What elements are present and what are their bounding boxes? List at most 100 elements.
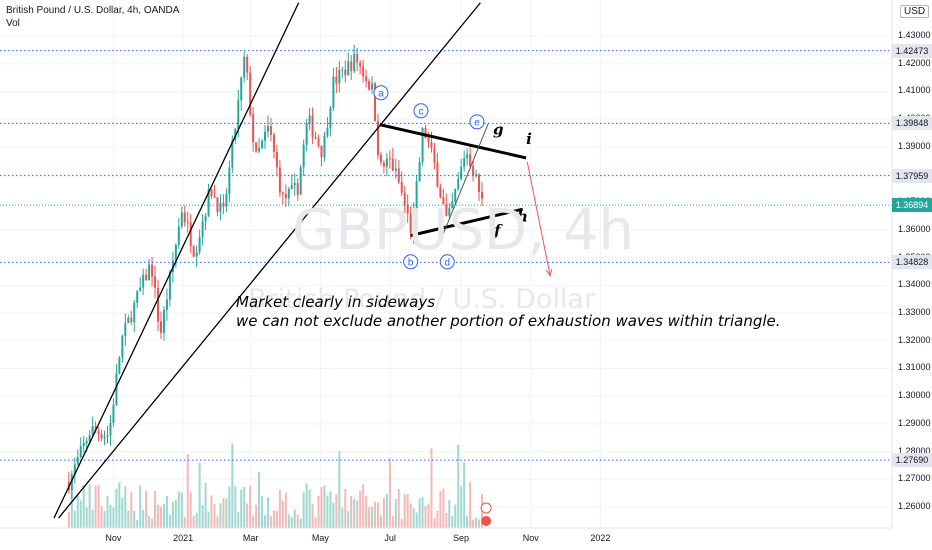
candle-body (454, 189, 457, 202)
flag-icon[interactable] (481, 516, 492, 526)
volume-bar (204, 482, 207, 528)
volume-indicator-label[interactable]: Vol (6, 18, 20, 29)
wave-label-circle[interactable] (439, 254, 455, 270)
volume-bar (415, 512, 418, 528)
time-tick-label: Sep (452, 533, 469, 543)
triangle-line[interactable] (379, 123, 527, 160)
candle-body (457, 178, 460, 190)
volume-bar (430, 448, 433, 528)
wave-label-text: b (408, 257, 414, 268)
wave-label-circle[interactable] (373, 85, 389, 101)
volume-bar (269, 516, 272, 528)
volume-bar (278, 489, 281, 528)
volume-bar (165, 495, 168, 528)
candle-body (427, 137, 430, 143)
candle-body (115, 373, 118, 405)
price-tick-label: 1.32000 (898, 334, 931, 345)
candle-body (374, 83, 377, 121)
projection-arrow-head (545, 268, 553, 277)
projection-arrow-line[interactable] (526, 161, 551, 276)
volume-bar (433, 517, 436, 528)
volume-bar (240, 489, 243, 528)
candle-body (388, 158, 391, 160)
candle-body (472, 165, 475, 176)
volume-bar (424, 505, 427, 528)
symbol-title[interactable]: British Pound / U.S. Dollar, 4h, OANDA (6, 5, 180, 16)
candle-body (299, 167, 302, 195)
candle-body (240, 77, 243, 101)
volume-bar (145, 490, 148, 528)
candle-body (350, 61, 353, 72)
candle-body (385, 158, 388, 167)
candle-body (130, 317, 133, 323)
wave-label-circle[interactable] (403, 254, 419, 270)
volume-bar (177, 491, 180, 528)
volume-bar (162, 503, 165, 528)
volume-bar (73, 510, 76, 528)
volume-bar (94, 485, 97, 528)
candle-body (284, 194, 287, 199)
annotation-line-2[interactable]: we can not exclude another portion of ex… (236, 312, 781, 330)
candle-body (371, 83, 374, 90)
volume-bar (255, 504, 258, 528)
event-icon[interactable] (480, 502, 492, 514)
candle-body (382, 162, 385, 167)
candle-body (154, 276, 157, 288)
candle-body (317, 138, 320, 146)
trend-line-g[interactable] (437, 123, 489, 247)
volume-bar (353, 498, 356, 528)
volume-bar (130, 491, 133, 528)
wave-letter-label[interactable]: f (493, 221, 503, 239)
volume-bar (264, 515, 267, 528)
price-level-label: 1.34828 (892, 255, 932, 270)
volume-bar (106, 495, 109, 528)
candle-body (436, 162, 439, 187)
candle-body (106, 435, 109, 437)
candle-body (365, 76, 368, 82)
candle-body (320, 145, 323, 158)
wave-label-text: a (378, 88, 384, 99)
volume-bar (332, 502, 335, 528)
candle-body (198, 237, 201, 253)
triangle-line[interactable] (410, 207, 524, 237)
volume-bar (293, 509, 296, 528)
annotation-line-1[interactable]: Market clearly in sideways (236, 293, 436, 311)
volume-bar (478, 519, 481, 528)
candle-body (418, 162, 421, 182)
wave-label-circle[interactable] (413, 103, 429, 119)
volume-bar (391, 516, 394, 528)
price-tick-label: 1.31000 (898, 362, 931, 373)
wave-letter-label[interactable]: i (526, 130, 532, 148)
volume-bar (157, 504, 160, 528)
candle-body (142, 274, 145, 288)
price-tick-label: 1.30000 (898, 390, 931, 401)
channel-line[interactable] (53, 2, 300, 519)
volume-bar (258, 471, 261, 528)
volume-bar (79, 500, 82, 528)
volume-bar (320, 486, 323, 528)
wave-label-circle[interactable] (469, 114, 485, 130)
currency-button[interactable]: USD (900, 5, 930, 18)
candle-body (201, 221, 204, 238)
volume-bar (76, 494, 79, 528)
volume-bar (228, 486, 231, 528)
candle-body (481, 191, 484, 199)
volume-bar (142, 509, 145, 528)
volume-bar (317, 495, 320, 528)
channel-line[interactable] (58, 2, 481, 519)
volume-bar (124, 486, 127, 528)
volume-bar (362, 484, 365, 528)
candle-body (341, 69, 344, 71)
volume-bar (299, 518, 302, 528)
volume-bar (237, 512, 240, 528)
candle-body (100, 434, 103, 439)
price-tick-label: 1.34000 (898, 279, 931, 290)
candle-body (409, 213, 412, 234)
price-level-label: 1.27690 (892, 453, 932, 468)
wave-letter-label[interactable]: h (517, 208, 528, 226)
volume-bar (91, 509, 94, 528)
candle-body (252, 114, 255, 143)
watermark-description: British Pound / U.S. Dollar (248, 284, 596, 315)
wave-letter-label[interactable]: g (493, 120, 504, 138)
